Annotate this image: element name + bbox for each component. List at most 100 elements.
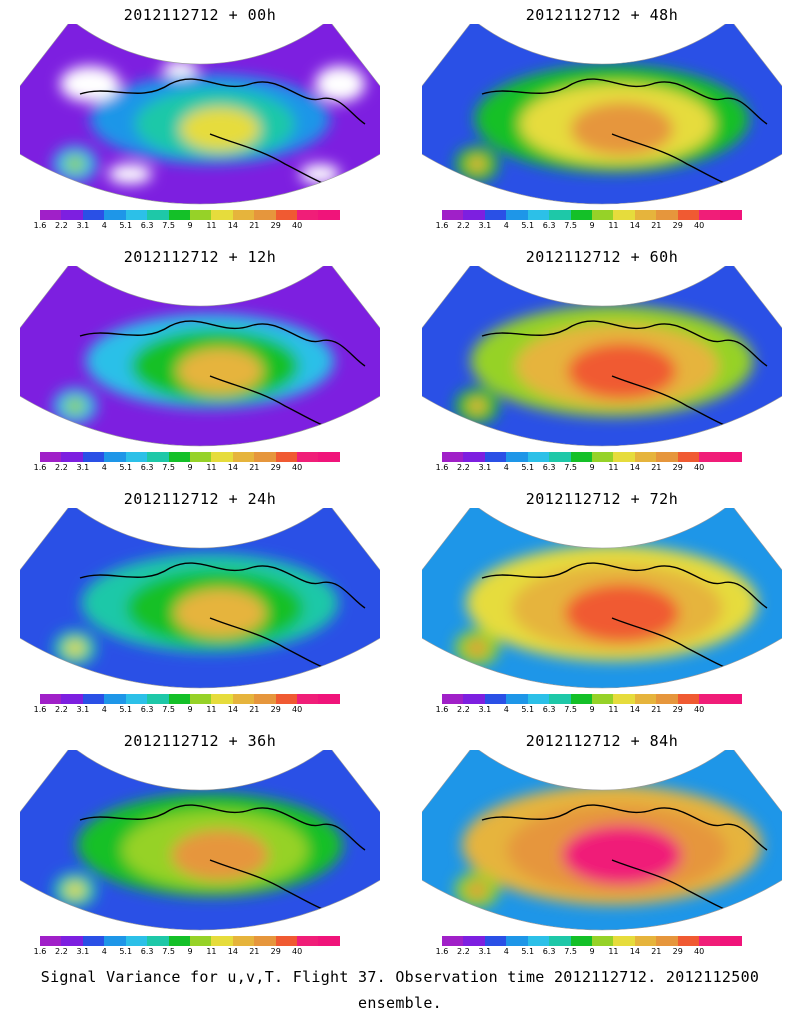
colorbar-tick-label: 40	[694, 947, 705, 956]
map-panel-00h: 2012112712 + 00h 1.6 2.2 3.1 4 5.1 6.3 7.5 9 11 1…	[20, 4, 380, 234]
variance-map	[20, 508, 380, 689]
colorbar-swatch	[677, 210, 700, 220]
colorbar-tick-label: 14	[227, 221, 238, 230]
colorbar-tick-label: 5.1	[119, 221, 133, 230]
sector-outline	[422, 750, 782, 931]
colorbar-tick-label: 9	[187, 947, 193, 956]
colorbar-swatch	[211, 452, 233, 462]
colorbar-labels: 1.6 2.2 3.1 4 5.1 6.3 7.5 9 11 14 21 29 40	[436, 463, 762, 475]
colorbar-tick-label: 7.5	[564, 463, 577, 472]
colorbar-labels: 1.6 2.2 3.1 4 5.1 6.3 7.5 9 11 14 21 29 40	[34, 947, 360, 959]
colorbar-swatch	[484, 452, 507, 462]
colorbar-tick-label: 7.5	[564, 705, 577, 714]
colorbar-tick-label: 9	[589, 947, 595, 956]
sector-outline	[20, 508, 380, 689]
field-layer	[20, 266, 380, 446]
colorbar-swatch	[720, 210, 742, 220]
colorbar-swatch	[527, 694, 550, 704]
colorbar-swatch	[527, 452, 550, 462]
variance-map	[422, 508, 782, 689]
colorbar-swatch	[82, 694, 105, 704]
colorbar	[40, 694, 340, 704]
colorbar-swatch	[634, 936, 657, 946]
colorbar-tick-label: 2.2	[457, 463, 470, 472]
colorbar-swatch	[506, 452, 528, 462]
colorbar-tick-label: 6.3	[140, 947, 154, 956]
field-blobs	[53, 313, 335, 424]
colorbar-tick-label: 3.1	[478, 947, 492, 956]
panel-title: 2012112712 + 24h	[123, 490, 277, 508]
colorbar-tick-label: 7.5	[162, 221, 175, 230]
colorbar-tick-label: 21	[651, 705, 662, 714]
colorbar-tick-label: 2.2	[55, 947, 68, 956]
field-blobs	[455, 305, 754, 424]
colorbar-tick-label: 14	[629, 947, 640, 956]
colorbar-tick-label: 3.1	[478, 221, 492, 230]
colorbar-swatch	[232, 936, 255, 946]
figure-caption: Signal Variance for u,v,T. Flight 37. Ob…	[40, 968, 760, 1012]
colorbar-swatch	[147, 452, 169, 462]
colorbar-tick-label: 21	[249, 463, 260, 472]
colorbar-swatch	[297, 210, 319, 220]
coastline	[79, 562, 366, 609]
colorbar-tick-label: 29	[672, 221, 683, 230]
colorbar-swatch	[656, 936, 678, 946]
panel-title: 2012112712 + 12h	[123, 248, 277, 266]
variance-maximum	[562, 825, 682, 885]
colorbar-tick-label: 1.6	[33, 947, 47, 956]
colorbar-labels: 1.6 2.2 3.1 4 5.1 6.3 7.5 9 11 14 21 29 40	[34, 705, 360, 717]
colorbar-tick-label: 4	[503, 705, 509, 714]
colorbar-swatch	[699, 694, 721, 704]
field-layer	[20, 750, 380, 930]
sector-outline	[422, 508, 782, 689]
colorbar-swatch	[570, 936, 592, 946]
map-panel-24h: 2012112712 + 24h 1.6 2.2 3.1 4 5.1 6.3 7.5 9 11 1…	[20, 488, 380, 718]
colorbar-swatch	[40, 210, 62, 220]
colorbar-swatch	[104, 210, 126, 220]
colorbar-tick-label: 2.2	[457, 947, 470, 956]
panel-title: 2012112712 + 84h	[525, 732, 679, 750]
colorbar-swatch	[699, 936, 721, 946]
colorbar-swatch	[297, 694, 319, 704]
panel-title: 2012112712 + 48h	[525, 6, 679, 24]
colorbar-swatch	[634, 452, 657, 462]
colorbar-tick-label: 9	[187, 705, 193, 714]
field-blobs	[455, 545, 758, 666]
colorbar-swatch	[613, 452, 635, 462]
colorbar-tick-label: 1.6	[33, 463, 47, 472]
map-panel-12h: 2012112712 + 12h 1.6 2.2 3.1 4 5.1 6.3 7.5 9 11 1…	[20, 246, 380, 476]
colorbar-swatch	[104, 936, 126, 946]
variance-map	[422, 750, 782, 931]
colorbar-tick-label: 3.1	[76, 221, 90, 230]
colorbar-tick-label: 6.3	[542, 705, 556, 714]
colorbar-swatch	[125, 452, 148, 462]
colorbar-tick-label: 11	[206, 947, 217, 956]
colorbar-swatch	[677, 452, 700, 462]
map-panel-72h: 2012112712 + 72h 1.6 2.2 3.1 4 5.1 6.3 7.5 9 11 1…	[422, 488, 782, 718]
colorbar-swatch	[211, 210, 233, 220]
colorbar-swatch	[570, 694, 592, 704]
variance-maximum	[570, 102, 674, 156]
colorbar	[40, 210, 340, 220]
colorbar-swatch	[211, 936, 233, 946]
colorbar-tick-label: 6.3	[542, 221, 556, 230]
variance-bullseye-core	[467, 398, 487, 414]
colorbar-tick-label: 1.6	[435, 221, 449, 230]
field-layer	[20, 508, 380, 688]
colorbar-swatch	[591, 210, 614, 220]
colorbar-swatch	[318, 694, 340, 704]
colorbar-tick-label: 40	[694, 221, 705, 230]
colorbar-tick-label: 9	[187, 221, 193, 230]
colorbar-swatch	[147, 694, 169, 704]
colorbar-swatch	[254, 936, 276, 946]
colorbar-swatch	[677, 694, 700, 704]
colorbar-tick-label: 4	[101, 705, 107, 714]
coastline	[79, 320, 366, 367]
colorbar-swatch	[656, 694, 678, 704]
colorbar-tick-label: 7.5	[162, 947, 175, 956]
colorbar-tick-label: 7.5	[564, 947, 577, 956]
colorbar-swatch	[125, 936, 148, 946]
colorbar-swatch	[463, 452, 485, 462]
colorbar-tick-label: 21	[249, 705, 260, 714]
colorbar-swatch	[463, 694, 485, 704]
